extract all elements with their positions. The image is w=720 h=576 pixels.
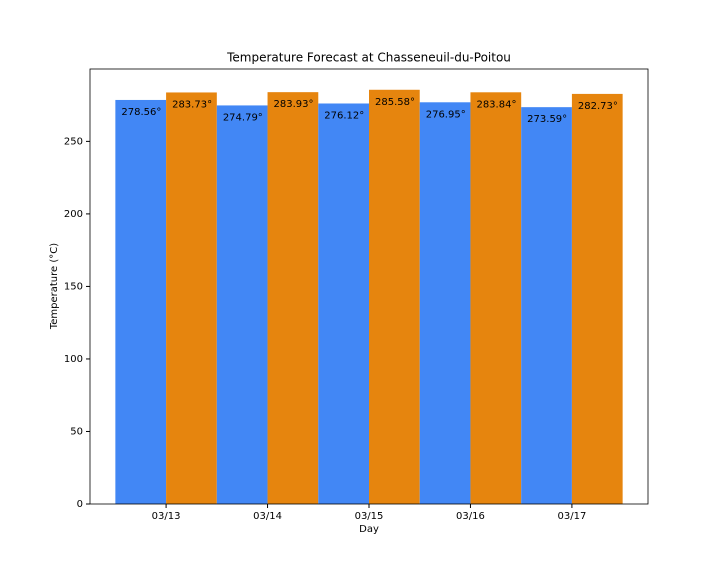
y-tick-label: 250 (64, 136, 83, 147)
value-label: 283.73° (172, 99, 212, 110)
y-tick-label: 100 (64, 354, 83, 365)
y-tick-label: 200 (64, 209, 83, 220)
bar (419, 102, 471, 504)
value-label: 278.56° (121, 107, 161, 118)
bar (115, 99, 167, 505)
bar (571, 93, 623, 505)
bar (470, 92, 522, 504)
y-tick-label: 50 (70, 426, 83, 437)
value-label: 273.59° (527, 114, 567, 125)
bar (267, 92, 319, 505)
bar (369, 89, 420, 504)
value-label: 283.93° (274, 99, 314, 110)
x-tick-label: 03/13 (152, 511, 181, 522)
bar (521, 107, 572, 504)
x-tick-label: 03/14 (253, 511, 282, 522)
value-label: 283.84° (476, 99, 516, 110)
value-label: 285.58° (375, 97, 415, 108)
value-label: 282.73° (578, 101, 618, 112)
y-axis-label: Temperature (°C) (49, 243, 60, 330)
value-label: 276.12° (324, 110, 364, 121)
bar (166, 92, 217, 504)
x-tick-label: 03/17 (557, 511, 586, 522)
chart-title: Temperature Forecast at Chasseneuil-du-P… (226, 51, 511, 65)
plot-frame (89, 68, 649, 505)
x-axis-label: Day (359, 524, 379, 535)
value-label: 276.95° (426, 109, 466, 120)
y-tick-label: 150 (64, 281, 83, 292)
x-tick-label: 03/16 (456, 511, 485, 522)
bar (318, 103, 369, 505)
bar (216, 105, 268, 505)
y-tick-label: 0 (77, 499, 83, 510)
value-label: 274.79° (223, 112, 263, 123)
x-tick-label: 03/15 (355, 511, 384, 522)
